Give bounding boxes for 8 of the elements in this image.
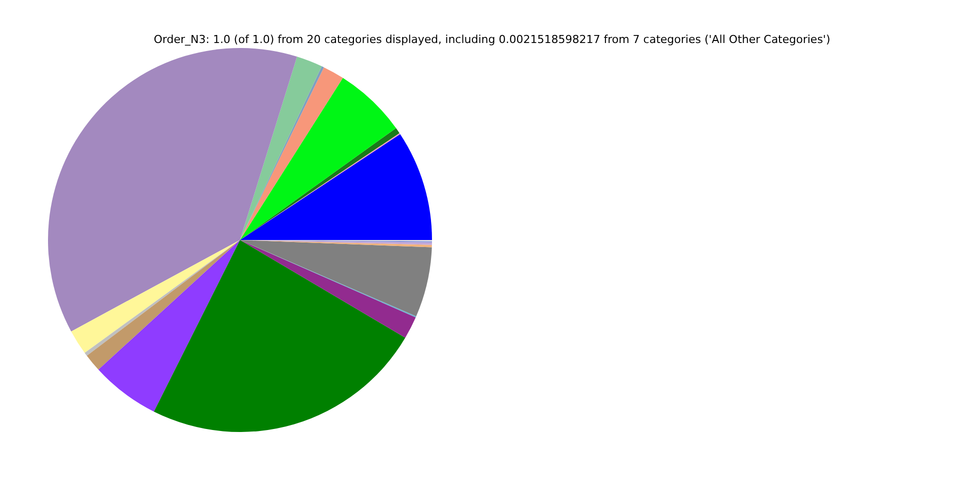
pie-slice	[48, 48, 298, 332]
pie-slice	[154, 240, 406, 432]
pie-slice	[240, 78, 396, 240]
text: Order_N3: 1.0 (of 1.0) from 20 categories displayed, including 0.0021518598217 from 7 categories ('All Other Categories')	[154, 33, 830, 46]
pie-slice	[240, 67, 343, 240]
pie-slice	[98, 240, 240, 412]
pie-slice	[240, 134, 432, 240]
pie-slice	[240, 240, 416, 338]
